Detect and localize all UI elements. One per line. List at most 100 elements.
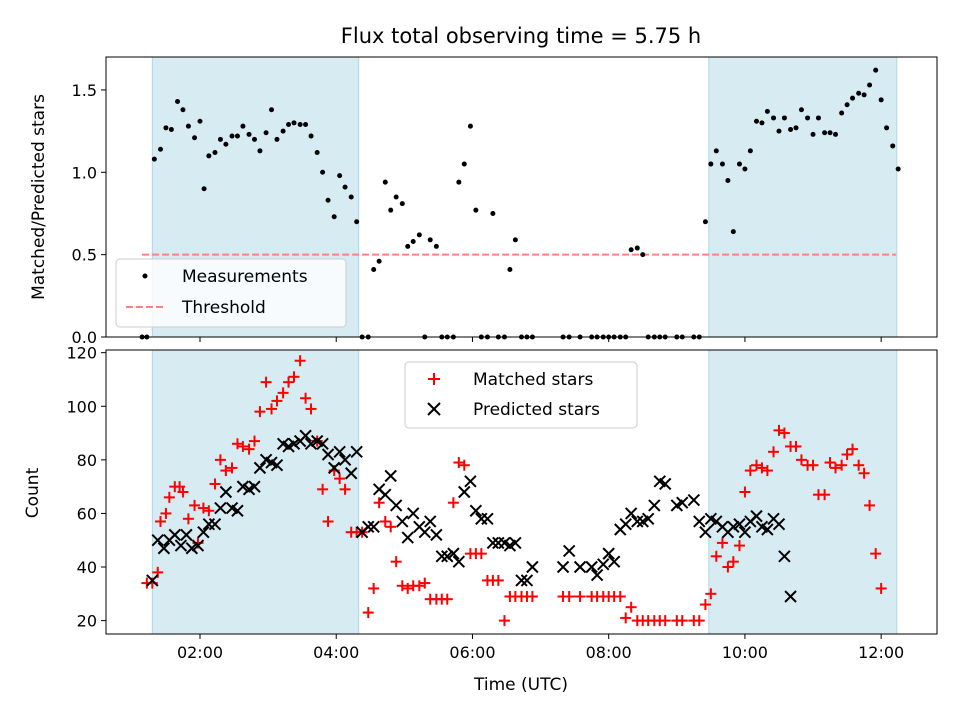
top-y-axis-label: Matched/Predicted stars (29, 94, 49, 300)
point-measurements (297, 122, 303, 128)
point-matched-stars (870, 548, 882, 560)
point-predicted-stars (602, 547, 615, 560)
point-predicted-stars (174, 539, 188, 552)
point-predicted-stars (750, 509, 763, 523)
point-measurements (320, 169, 326, 175)
point-measurements (781, 115, 787, 121)
point-predicted-stars (607, 555, 621, 568)
point-measurements (708, 161, 714, 167)
point-matched-stars (864, 499, 876, 511)
point-matched-stars (824, 457, 836, 469)
point-measurements (399, 201, 405, 207)
point-predicted-stars (248, 480, 261, 493)
point-matched-stars (441, 593, 453, 605)
point-measurements (856, 90, 862, 96)
point-predicted-stars (270, 459, 284, 472)
point-matched-stars (288, 371, 300, 383)
point-predicted-stars (168, 528, 182, 542)
point-matched-stars (189, 499, 201, 511)
point-predicted-stars (481, 512, 494, 525)
y-tick-label: 100 (66, 397, 97, 416)
point-measurements (291, 120, 297, 126)
point-matched-stars (778, 427, 790, 439)
x-tick-label: 02:00 (177, 643, 223, 662)
point-predicted-stars (597, 558, 610, 571)
point-measurements (157, 146, 163, 152)
point-predicted-stars (648, 499, 661, 512)
point-matched-stars (271, 395, 283, 407)
point-matched-stars (163, 491, 175, 503)
point-measurements (730, 229, 736, 235)
point-predicted-stars (526, 560, 539, 574)
point-matched-stars (209, 478, 221, 490)
point-matched-stars (277, 387, 289, 399)
point-matched-stars (317, 483, 329, 495)
point-matched-stars (498, 615, 510, 627)
point-matched-stars (413, 580, 425, 592)
y-tick-label: 1.5 (72, 81, 97, 100)
point-predicted-stars (362, 520, 375, 534)
legend-label-threshold: Threshold (181, 298, 266, 318)
point-predicted-stars (406, 507, 420, 520)
point-predicted-stars (733, 517, 746, 531)
point-predicted-stars (299, 429, 312, 442)
point-measurements (456, 179, 462, 185)
point-measurements (805, 115, 811, 121)
point-matched-stars (625, 601, 637, 613)
point-predicted-stars (180, 528, 193, 542)
point-matched-stars (875, 582, 887, 594)
point-matched-stars (368, 582, 380, 594)
point-measurements (822, 130, 828, 136)
point-measurements (427, 237, 433, 243)
point-matched-stars (220, 465, 232, 477)
bottom-legend: Matched stars Predicted stars (404, 361, 638, 429)
point-measurements (325, 197, 331, 203)
point-measurements (878, 97, 884, 103)
point-measurements (348, 194, 354, 200)
point-measurements (240, 123, 246, 129)
point-matched-stars (322, 515, 334, 527)
point-measurements (884, 125, 890, 131)
point-predicted-stars (676, 496, 689, 509)
point-matched-stars (790, 440, 802, 452)
point-measurements (844, 102, 850, 108)
point-predicted-stars (401, 531, 414, 544)
point-matched-stars (373, 497, 385, 509)
point-predicted-stars (738, 525, 752, 539)
point-predicted-stars (151, 534, 164, 547)
point-matched-stars (676, 615, 688, 627)
point-matched-stars (260, 376, 272, 388)
point-predicted-stars (784, 590, 797, 603)
top-legend: Measurements Threshold (115, 258, 347, 328)
point-matched-stars (453, 457, 465, 469)
point-predicted-stars (659, 477, 672, 491)
point-predicted-stars (441, 550, 454, 563)
point-matched-stars (739, 486, 751, 498)
point-measurements (776, 128, 782, 134)
bottom-y-axis-label: Count (23, 467, 43, 518)
point-predicted-stars (624, 507, 638, 520)
point-measurements (280, 128, 286, 134)
point-matched-stars (526, 590, 538, 602)
point-predicted-stars (214, 501, 227, 515)
point-predicted-stars (573, 560, 587, 574)
point-measurements (793, 125, 799, 131)
point-measurements (490, 210, 496, 216)
point-measurements (512, 237, 518, 243)
point-matched-stars (853, 459, 865, 471)
point-matched-stars (807, 459, 819, 471)
x-tick-label: 10:00 (722, 643, 768, 662)
point-predicted-stars (727, 520, 740, 534)
point-matched-stars (716, 537, 728, 549)
point-matched-stars (733, 540, 745, 552)
point-measurements (212, 150, 218, 156)
point-measurements (376, 258, 382, 264)
point-measurements (382, 179, 388, 185)
y-tick-label: 20 (77, 612, 97, 631)
point-predicted-stars (321, 448, 335, 461)
point-predicted-stars (253, 461, 267, 475)
point-measurements (303, 122, 309, 128)
point-measurements (234, 133, 240, 139)
point-measurements (286, 122, 292, 128)
point-matched-stars (727, 556, 739, 568)
